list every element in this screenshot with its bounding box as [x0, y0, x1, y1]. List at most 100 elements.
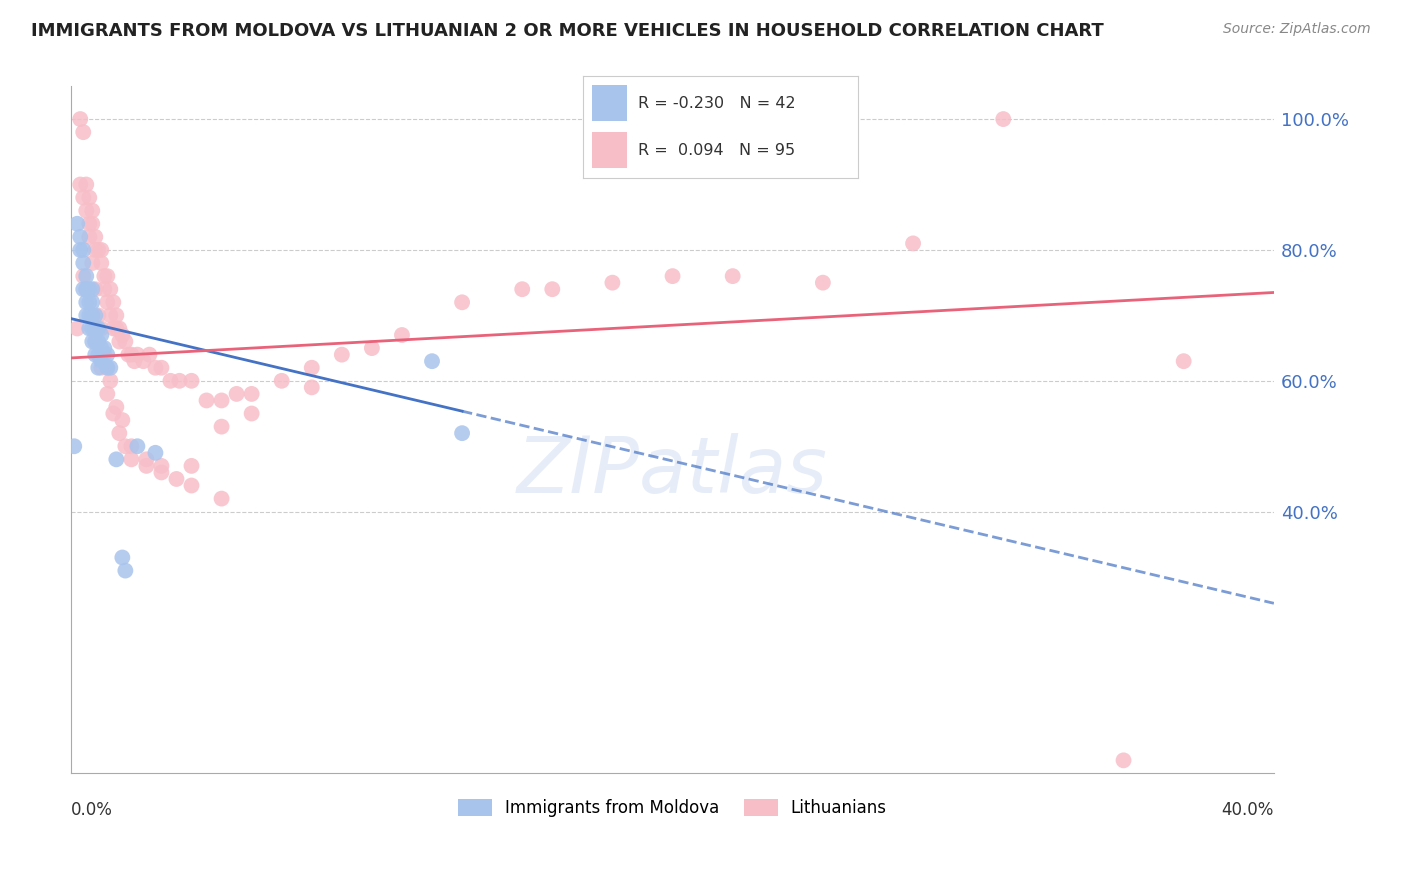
Point: [225, 387, 247, 401]
Point: [75, 282, 97, 296]
Point: [361, 341, 384, 355]
Point: [120, 348, 142, 362]
Point: [87, 243, 110, 257]
Point: [96, 295, 118, 310]
Point: [77, 230, 100, 244]
Point: [75, 203, 97, 218]
Point: [166, 472, 188, 486]
Point: [75, 282, 97, 296]
Point: [93, 348, 115, 362]
Point: [98, 360, 121, 375]
Point: [240, 407, 263, 421]
Point: [90, 341, 112, 355]
Point: [82, 256, 104, 270]
Point: [132, 354, 155, 368]
Point: [180, 458, 202, 473]
Point: [82, 321, 104, 335]
Point: [111, 550, 134, 565]
Point: [77, 309, 100, 323]
Point: [93, 269, 115, 284]
Point: [66, 321, 89, 335]
Point: [451, 426, 474, 441]
Point: [84, 348, 107, 362]
Point: [69, 230, 91, 244]
Point: [75, 269, 97, 284]
Point: [90, 243, 112, 257]
Point: [84, 309, 107, 323]
Point: [124, 354, 146, 368]
Point: [105, 321, 128, 335]
Point: [108, 334, 131, 349]
Point: [138, 348, 160, 362]
Point: [721, 269, 744, 284]
Point: [510, 282, 533, 296]
Point: [451, 295, 474, 310]
Point: [159, 374, 181, 388]
Point: [75, 309, 97, 323]
Point: [90, 354, 112, 368]
Point: [127, 439, 149, 453]
Point: [77, 295, 100, 310]
Point: [90, 256, 112, 270]
Point: [150, 458, 173, 473]
Point: [811, 276, 834, 290]
Point: [72, 256, 94, 270]
Point: [541, 282, 564, 296]
Point: [145, 446, 167, 460]
Point: [993, 112, 1015, 126]
Point: [87, 334, 110, 349]
Point: [111, 328, 134, 343]
Point: [114, 334, 136, 349]
Point: [108, 321, 131, 335]
Point: [211, 419, 233, 434]
Point: [72, 282, 94, 296]
Point: [420, 354, 443, 368]
Point: [96, 348, 118, 362]
Point: [117, 348, 139, 362]
Point: [90, 360, 112, 375]
Point: [87, 309, 110, 323]
Point: [82, 282, 104, 296]
Point: [180, 478, 202, 492]
Point: [901, 236, 924, 251]
Point: [69, 243, 91, 257]
Point: [240, 387, 263, 401]
Point: [111, 413, 134, 427]
Point: [180, 374, 202, 388]
Point: [63, 439, 86, 453]
Point: [96, 360, 118, 375]
Point: [114, 564, 136, 578]
Point: [84, 334, 107, 349]
Point: [127, 348, 149, 362]
Text: R =  0.094   N = 95: R = 0.094 N = 95: [638, 143, 796, 158]
Point: [108, 426, 131, 441]
Point: [87, 360, 110, 375]
Text: Source: ZipAtlas.com: Source: ZipAtlas.com: [1223, 22, 1371, 37]
Point: [105, 400, 128, 414]
Point: [72, 243, 94, 257]
Point: [87, 348, 110, 362]
Point: [150, 466, 173, 480]
Point: [98, 374, 121, 388]
Point: [77, 217, 100, 231]
Point: [69, 112, 91, 126]
Point: [84, 321, 107, 335]
Point: [72, 125, 94, 139]
Point: [84, 334, 107, 349]
Point: [77, 191, 100, 205]
Point: [82, 309, 104, 323]
Point: [72, 269, 94, 284]
Point: [120, 452, 142, 467]
Point: [69, 178, 91, 192]
Point: [105, 452, 128, 467]
Point: [301, 360, 323, 375]
Point: [82, 309, 104, 323]
Point: [66, 217, 89, 231]
Point: [135, 452, 157, 467]
Point: [75, 295, 97, 310]
Point: [1112, 753, 1135, 767]
Point: [77, 321, 100, 335]
Point: [77, 282, 100, 296]
Point: [103, 407, 125, 421]
Point: [330, 348, 353, 362]
